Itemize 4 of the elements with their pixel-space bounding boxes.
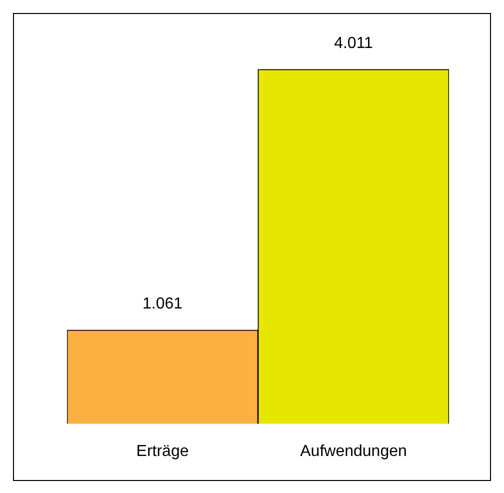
data-label: 4.011 — [334, 34, 374, 52]
data-label: 1.061 — [142, 295, 183, 312]
x-tick-label: Aufwendungen — [300, 442, 407, 460]
x-tick-label: Erträge — [136, 442, 189, 460]
